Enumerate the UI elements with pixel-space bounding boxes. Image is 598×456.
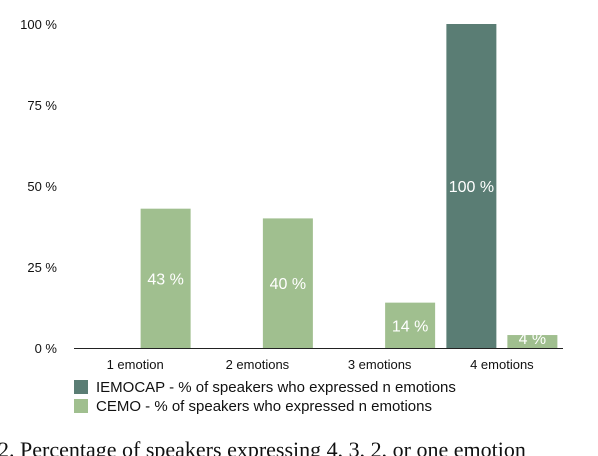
data-label-cemo-2: 40 % <box>270 276 306 293</box>
y-tick-label: 100 % <box>20 17 57 32</box>
legend-label-iemocap: IEMOCAP - % of speakers who expressed n … <box>96 379 456 396</box>
legend-swatch-iemocap <box>74 380 88 394</box>
bar-cemo-1 <box>140 208 191 348</box>
legend-swatch-cemo <box>74 399 88 413</box>
bar-cemo-3 <box>385 302 436 348</box>
legend: IEMOCAP - % of speakers who expressed n … <box>74 379 456 415</box>
y-tick-label: 25 % <box>27 260 57 275</box>
bar-iemocap-4 <box>446 24 497 348</box>
bars <box>140 24 558 348</box>
x-tick-label: 3 emotions <box>348 357 412 372</box>
data-labels: 43 % 40 % 14 % 100 % 4 % <box>147 179 546 348</box>
y-tick-label: 75 % <box>27 98 57 113</box>
data-label-iemocap-4: 100 % <box>449 179 494 196</box>
bar-cemo-2 <box>262 218 313 348</box>
bar-chart: 0 % 25 % 50 % 75 % 100 % 43 % 40 % 14 % 100 % 4 … <box>20 17 563 415</box>
bar-cemo-4 <box>507 335 558 348</box>
data-label-cemo-3: 14 % <box>392 318 428 335</box>
figure-caption: 2. Percentage of speakers expressing 4, … <box>0 437 526 456</box>
data-label-cemo-4: 4 % <box>519 331 547 348</box>
x-tick-label: 4 emotions <box>470 357 534 372</box>
y-tick-label: 0 % <box>35 341 58 356</box>
legend-label-cemo: CEMO - % of speakers who expressed n emo… <box>96 398 432 415</box>
x-tick-label: 1 emotion <box>107 357 164 372</box>
data-label-cemo-1: 43 % <box>147 271 183 288</box>
x-tick-label: 2 emotions <box>226 357 290 372</box>
x-axis: 1 emotion 2 emotions 3 emotions 4 emotions <box>107 357 535 372</box>
y-tick-label: 50 % <box>27 179 57 194</box>
y-axis: 0 % 25 % 50 % 75 % 100 % <box>20 17 57 356</box>
